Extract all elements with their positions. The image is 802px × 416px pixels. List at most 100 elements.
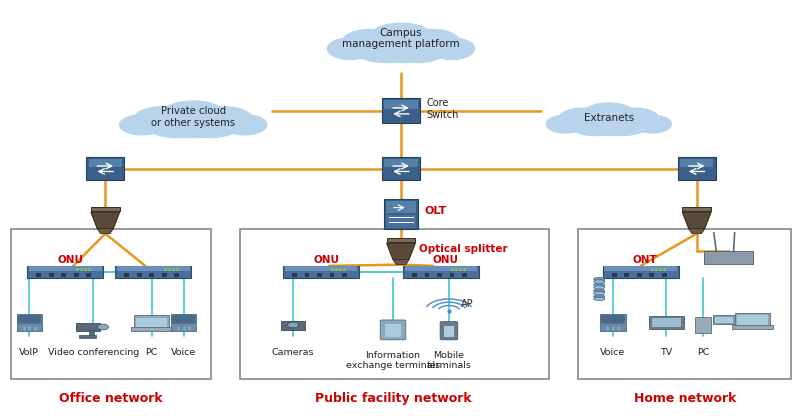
Ellipse shape bbox=[593, 289, 605, 292]
Ellipse shape bbox=[342, 30, 396, 56]
FancyBboxPatch shape bbox=[404, 266, 477, 271]
Text: Information
exchange terminals: Information exchange terminals bbox=[346, 351, 440, 370]
Ellipse shape bbox=[581, 103, 638, 130]
FancyBboxPatch shape bbox=[652, 317, 681, 327]
FancyBboxPatch shape bbox=[382, 157, 420, 180]
Ellipse shape bbox=[558, 108, 605, 130]
Ellipse shape bbox=[180, 116, 238, 138]
FancyBboxPatch shape bbox=[89, 330, 94, 336]
Ellipse shape bbox=[163, 121, 224, 138]
FancyBboxPatch shape bbox=[49, 273, 54, 277]
Ellipse shape bbox=[571, 116, 620, 136]
Ellipse shape bbox=[327, 38, 372, 59]
Text: Extranets: Extranets bbox=[584, 113, 634, 123]
FancyBboxPatch shape bbox=[715, 317, 733, 323]
Ellipse shape bbox=[134, 107, 188, 131]
FancyBboxPatch shape bbox=[282, 321, 305, 330]
FancyBboxPatch shape bbox=[115, 266, 191, 278]
Text: Voice: Voice bbox=[171, 349, 196, 357]
FancyBboxPatch shape bbox=[593, 290, 605, 293]
Ellipse shape bbox=[593, 297, 605, 301]
FancyBboxPatch shape bbox=[134, 315, 169, 328]
Ellipse shape bbox=[546, 115, 585, 133]
FancyBboxPatch shape bbox=[437, 273, 442, 277]
Text: Optical splitter: Optical splitter bbox=[419, 244, 507, 254]
Ellipse shape bbox=[583, 121, 634, 136]
FancyBboxPatch shape bbox=[662, 273, 666, 277]
FancyBboxPatch shape bbox=[386, 215, 416, 228]
FancyBboxPatch shape bbox=[603, 266, 678, 278]
FancyBboxPatch shape bbox=[317, 273, 322, 277]
Ellipse shape bbox=[367, 23, 435, 56]
Ellipse shape bbox=[613, 108, 659, 130]
FancyBboxPatch shape bbox=[678, 157, 716, 180]
Bar bbox=[578, 229, 791, 379]
Text: ONU: ONU bbox=[433, 255, 459, 265]
FancyBboxPatch shape bbox=[62, 273, 67, 277]
FancyBboxPatch shape bbox=[735, 313, 770, 326]
Polygon shape bbox=[97, 229, 113, 234]
Ellipse shape bbox=[598, 116, 647, 136]
FancyBboxPatch shape bbox=[450, 273, 455, 277]
Ellipse shape bbox=[160, 101, 227, 132]
Polygon shape bbox=[393, 260, 409, 265]
FancyBboxPatch shape bbox=[36, 273, 41, 277]
Ellipse shape bbox=[593, 295, 605, 298]
FancyBboxPatch shape bbox=[137, 273, 142, 277]
Ellipse shape bbox=[148, 116, 206, 138]
Ellipse shape bbox=[593, 286, 605, 289]
Text: ONU: ONU bbox=[57, 255, 83, 265]
FancyBboxPatch shape bbox=[162, 273, 167, 277]
FancyBboxPatch shape bbox=[174, 273, 179, 277]
Polygon shape bbox=[91, 207, 119, 211]
FancyBboxPatch shape bbox=[117, 266, 189, 271]
FancyBboxPatch shape bbox=[283, 266, 359, 278]
FancyBboxPatch shape bbox=[384, 158, 418, 167]
Ellipse shape bbox=[97, 324, 108, 330]
FancyBboxPatch shape bbox=[650, 273, 654, 277]
Ellipse shape bbox=[430, 38, 475, 59]
Text: Campus
management platform: Campus management platform bbox=[342, 28, 460, 50]
FancyBboxPatch shape bbox=[403, 266, 479, 278]
FancyBboxPatch shape bbox=[593, 285, 605, 287]
FancyBboxPatch shape bbox=[330, 273, 334, 277]
Text: Core: Core bbox=[427, 99, 449, 109]
FancyBboxPatch shape bbox=[149, 273, 154, 277]
FancyBboxPatch shape bbox=[380, 320, 406, 340]
Text: OLT: OLT bbox=[425, 206, 448, 216]
Text: Voice: Voice bbox=[600, 349, 626, 357]
Text: Home network: Home network bbox=[634, 391, 736, 405]
Text: Public facility network: Public facility network bbox=[315, 391, 472, 405]
Ellipse shape bbox=[356, 40, 414, 62]
FancyBboxPatch shape bbox=[285, 266, 358, 271]
FancyBboxPatch shape bbox=[171, 314, 196, 331]
FancyBboxPatch shape bbox=[384, 100, 418, 109]
Text: PC: PC bbox=[697, 349, 709, 357]
FancyBboxPatch shape bbox=[637, 273, 642, 277]
Text: ONT: ONT bbox=[633, 255, 658, 265]
Text: Mobile
terminals: Mobile terminals bbox=[427, 351, 472, 370]
FancyBboxPatch shape bbox=[124, 273, 129, 277]
Ellipse shape bbox=[593, 283, 605, 287]
Polygon shape bbox=[91, 212, 119, 229]
Ellipse shape bbox=[634, 115, 671, 133]
Polygon shape bbox=[683, 212, 711, 229]
Ellipse shape bbox=[593, 280, 605, 283]
Text: ONU: ONU bbox=[313, 255, 339, 265]
FancyBboxPatch shape bbox=[695, 317, 711, 333]
FancyBboxPatch shape bbox=[17, 314, 43, 331]
FancyBboxPatch shape bbox=[680, 158, 714, 167]
FancyBboxPatch shape bbox=[444, 326, 454, 337]
FancyBboxPatch shape bbox=[593, 279, 605, 282]
FancyBboxPatch shape bbox=[649, 316, 684, 329]
FancyBboxPatch shape bbox=[385, 324, 401, 337]
FancyBboxPatch shape bbox=[605, 266, 677, 271]
FancyBboxPatch shape bbox=[713, 315, 735, 324]
Text: PC: PC bbox=[145, 349, 158, 357]
FancyBboxPatch shape bbox=[79, 335, 96, 338]
FancyBboxPatch shape bbox=[74, 273, 79, 277]
Bar bbox=[11, 229, 211, 379]
FancyBboxPatch shape bbox=[172, 315, 196, 324]
FancyBboxPatch shape bbox=[601, 315, 625, 324]
Ellipse shape bbox=[371, 45, 431, 62]
